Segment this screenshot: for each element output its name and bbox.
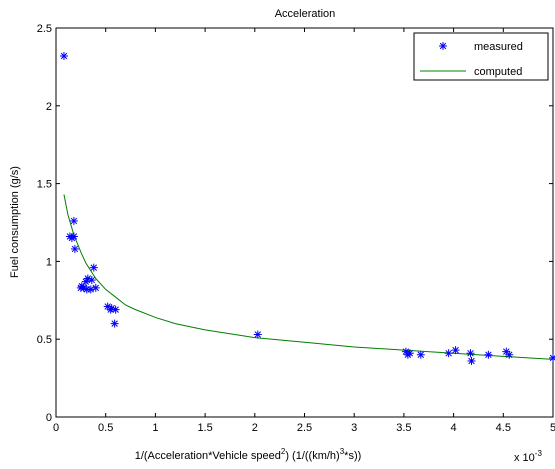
y-tick-label: 1.5 — [37, 179, 52, 191]
x-axis-label-sup2: 3 — [340, 447, 345, 456]
x-tick-label: 3.5 — [396, 422, 411, 434]
series-computed-line — [63, 194, 554, 360]
y-axis-label: Fuel consumption (g/s) — [9, 166, 21, 278]
measured-point — [467, 356, 476, 365]
x-axis-label-mid: ) (1/((km/h) — [285, 450, 339, 462]
measured-point — [67, 234, 76, 243]
legend-computed-label: computed — [474, 66, 522, 78]
x-axis-label-main: 1/(Acceleration*Vehicle speed — [135, 450, 281, 462]
y-tick-label: 2 — [46, 101, 52, 113]
x-axis: 0 0.5 1 1.5 2 2.5 3 3.5 4 4.5 5 — [53, 28, 555, 434]
x-axis-multiplier: x 10-3 — [514, 449, 542, 464]
measured-point — [484, 350, 493, 359]
legend: measured computed — [413, 32, 549, 81]
measured-point — [253, 330, 262, 339]
measured-point — [416, 350, 425, 359]
y-tick-label: 0.5 — [37, 334, 52, 346]
x-tick-label: 2.5 — [297, 422, 312, 434]
series-layer — [59, 52, 555, 365]
y-axis: 0 0.5 1 1.5 2 2.5 — [37, 23, 553, 424]
measured-point — [505, 350, 514, 359]
y-tick-label: 1 — [46, 256, 52, 268]
legend-box — [413, 32, 549, 81]
measured-point — [444, 349, 453, 358]
measured-point — [405, 349, 414, 358]
measured-point — [106, 305, 115, 314]
x-axis-multiplier-exp: -3 — [535, 449, 543, 458]
measured-point — [69, 216, 78, 225]
plot-area — [55, 27, 554, 418]
x-axis-label-end: *s)) — [344, 450, 361, 462]
measured-point — [76, 283, 85, 292]
x-tick-label: 2 — [252, 422, 258, 434]
x-axis-label: 1/(Acceleration*Vehicle speed2) (1/((km/… — [135, 447, 362, 462]
measured-point — [91, 283, 100, 292]
x-tick-label: 0 — [53, 422, 59, 434]
measured-point — [89, 263, 98, 272]
measured-point — [70, 244, 79, 253]
y-tick-label: 0 — [46, 412, 52, 424]
x-axis-multiplier-base: x 10 — [514, 452, 535, 464]
x-tick-label: 5 — [550, 422, 555, 434]
legend-asterisk-icon — [439, 42, 447, 50]
measured-point — [451, 346, 460, 355]
chart-title: Acceleration — [275, 8, 336, 20]
x-tick-label: 4.5 — [496, 422, 511, 434]
x-tick-label: 1 — [152, 422, 158, 434]
x-tick-label: 0.5 — [98, 422, 113, 434]
y-tick-label: 2.5 — [37, 23, 52, 35]
legend-measured-marker — [439, 42, 447, 50]
x-axis-label-sup: 2 — [281, 447, 286, 456]
x-tick-label: 4 — [451, 422, 457, 434]
measured-point — [87, 276, 96, 285]
measured-point — [466, 349, 475, 358]
legend-measured-label: measured — [474, 41, 523, 53]
measured-point — [59, 52, 68, 61]
measured-point — [110, 319, 119, 328]
x-tick-label: 3 — [351, 422, 357, 434]
x-tick-label: 1.5 — [197, 422, 212, 434]
